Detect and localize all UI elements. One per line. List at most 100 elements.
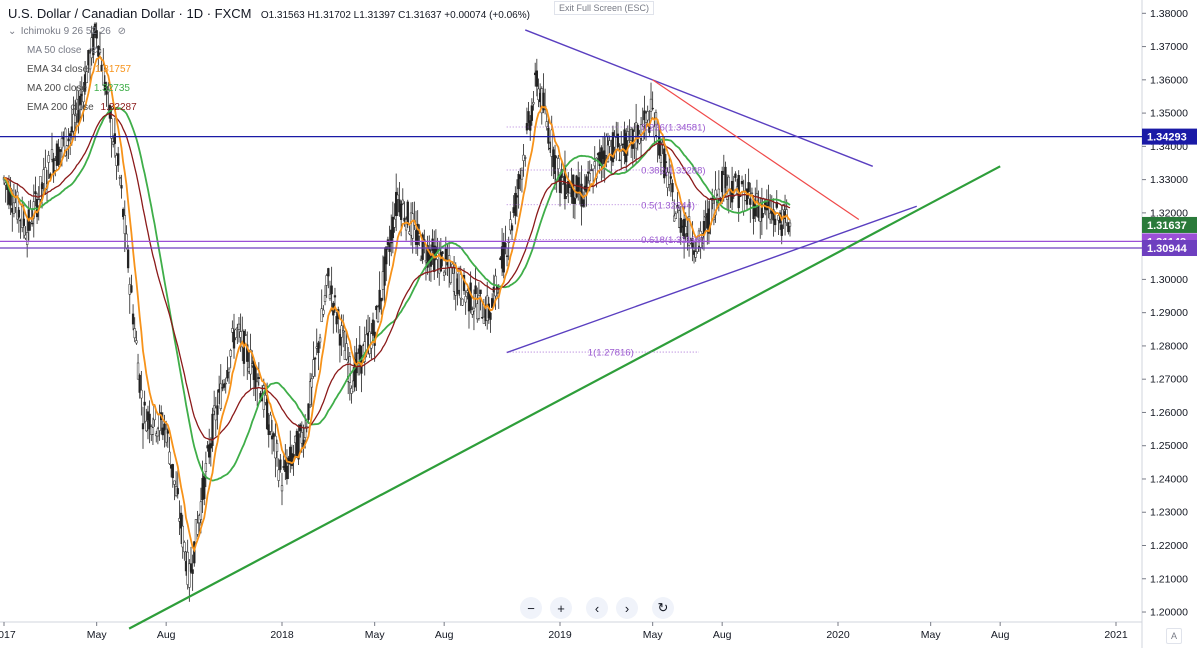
candle-body <box>740 181 744 185</box>
candle-body <box>234 329 237 338</box>
candle-body <box>530 105 534 121</box>
candle-body <box>383 256 386 286</box>
candle-body <box>750 192 754 195</box>
candle-body <box>50 149 54 160</box>
candle-body <box>136 362 140 380</box>
candle-body <box>165 428 168 443</box>
candle-body <box>547 127 550 144</box>
candle-body <box>179 512 183 529</box>
candle-body <box>505 255 509 257</box>
y-tick-label: 1.36000 <box>1150 74 1188 86</box>
candle-body <box>317 342 320 353</box>
candle-body <box>687 216 691 246</box>
reset-chart-button[interactable]: ↻ <box>652 597 674 619</box>
candle-body <box>297 433 300 460</box>
candle-body <box>211 413 214 446</box>
candle-body <box>203 475 206 499</box>
candle-body <box>406 201 409 226</box>
candle-body <box>773 218 777 226</box>
candle-body <box>308 381 312 405</box>
legend-ma50[interactable]: MA 50 close ⊘ <box>27 45 99 56</box>
candle-body <box>330 285 333 295</box>
candle-body <box>323 295 327 302</box>
candle-body <box>64 128 67 156</box>
candle-body <box>745 188 749 205</box>
candle-body <box>151 427 155 435</box>
candle-body <box>265 398 269 429</box>
candle-body <box>74 115 77 123</box>
y-tick-label: 1.33000 <box>1150 174 1188 186</box>
candle-body <box>654 112 658 136</box>
candle-body <box>57 146 60 166</box>
candle-body <box>304 427 307 438</box>
candle-body <box>717 188 721 200</box>
x-tick-label: May <box>643 629 664 641</box>
x-tick-label: Aug <box>991 629 1010 641</box>
candle-body <box>694 251 697 258</box>
scroll-forward-button[interactable]: › <box>616 597 638 619</box>
candle-body <box>246 344 249 362</box>
candle-body <box>171 464 174 479</box>
fib-level-label: 0.618(1.31199) <box>641 235 705 246</box>
candle-body <box>385 246 388 265</box>
candle-body <box>83 74 87 92</box>
auto-scale-button[interactable]: A <box>1166 628 1182 644</box>
red-resistance-line <box>652 79 860 221</box>
candle-body <box>156 428 160 437</box>
candle-body <box>131 313 135 325</box>
scroll-back-button[interactable]: ‹ <box>586 597 608 619</box>
last-price-label: 1.31637 <box>1147 220 1187 232</box>
candle-body <box>606 144 610 163</box>
x-tick-label: 2019 <box>548 629 572 641</box>
ichimoku-legend[interactable]: ⌄ Ichimoku 9 26 52 26 ⊘ <box>8 26 126 37</box>
eye-hidden-icon[interactable]: ⊘ <box>90 45 99 56</box>
y-tick-label: 1.27000 <box>1150 374 1188 386</box>
candle-body <box>26 232 29 245</box>
candle-body <box>451 263 454 269</box>
candle-body <box>421 234 424 260</box>
x-tick-label: Aug <box>157 629 176 641</box>
legend-ema34[interactable]: EMA 34 close 1.31757 <box>27 64 131 75</box>
candle-body <box>30 222 34 225</box>
candle-body <box>386 239 390 246</box>
eye-hidden-icon[interactable]: ⊘ <box>117 26 127 37</box>
candle-body <box>237 323 241 330</box>
candle-body <box>788 222 792 227</box>
candle-body <box>196 522 199 535</box>
candle-body <box>376 306 380 322</box>
candle-body <box>338 334 342 346</box>
x-tick-label: May <box>87 629 108 641</box>
exit-fullscreen-button[interactable]: Exit Full Screen (ESC) <box>554 1 655 15</box>
legend-ema200[interactable]: EMA 200 close 1.32287 <box>27 102 137 113</box>
y-tick-label: 1.26000 <box>1150 407 1188 419</box>
candle-body <box>345 343 348 360</box>
x-tick-label: 2020 <box>826 629 850 641</box>
candle-body <box>449 267 452 283</box>
candle-body <box>272 433 275 438</box>
legend-ma200[interactable]: MA 200 close 1.32735 <box>27 83 130 94</box>
zoom-in-button[interactable]: + <box>550 597 572 619</box>
candle-body <box>138 374 141 393</box>
y-tick-label: 1.35000 <box>1150 108 1188 120</box>
candle-body <box>582 199 585 207</box>
candle-body <box>399 203 403 220</box>
candle-body <box>787 222 790 233</box>
candle-body <box>626 131 629 141</box>
candle-body <box>674 213 677 219</box>
zoom-out-button[interactable]: − <box>520 597 542 619</box>
price-level-label: 1.34293 <box>1147 132 1187 144</box>
candle-body <box>515 195 519 198</box>
candle-body <box>173 480 176 485</box>
ma200-line <box>3 106 791 482</box>
candle-body <box>542 92 545 111</box>
fib-level-label: 0.5(1.32244) <box>641 200 695 211</box>
candle-body <box>322 309 325 315</box>
chart-header: U.S. Dollar / Canadian Dollar · 1D · FXC… <box>8 6 530 21</box>
candle-body <box>782 204 785 211</box>
candle-body <box>471 309 474 315</box>
chevron-down-icon[interactable]: ⌄ <box>8 26 17 37</box>
candle-body <box>110 118 113 139</box>
candle-body <box>510 225 514 231</box>
